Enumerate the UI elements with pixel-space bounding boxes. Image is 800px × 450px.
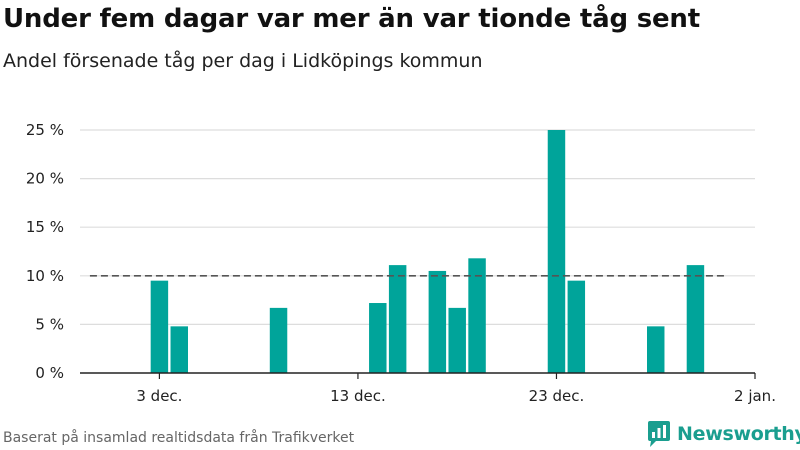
bar xyxy=(388,265,407,373)
x-tick-label: 13 dec. xyxy=(330,387,386,405)
bar-chart: 0 % 5 % 10 % 15 % 20 % 25 % 3 dec. 13 dec. 23 d… xyxy=(26,121,776,405)
bars xyxy=(150,130,705,373)
bar xyxy=(170,326,188,373)
bar xyxy=(686,265,705,373)
newsworthy-logo-icon xyxy=(648,421,670,447)
brand-name: Newsworthy xyxy=(677,423,800,445)
bar xyxy=(150,280,169,373)
bar xyxy=(428,270,447,373)
grid-lines xyxy=(80,129,755,325)
bar xyxy=(547,130,566,373)
x-axis-ticks: 3 dec. 13 dec. 23 dec. 2 jan. xyxy=(136,373,776,405)
x-tick-label: 3 dec. xyxy=(136,387,182,405)
bar xyxy=(468,258,486,373)
bar xyxy=(448,307,466,373)
y-tick-label: 10 % xyxy=(26,267,64,285)
y-axis-tick-labels: 0 % 5 % 10 % 15 % 20 % 25 % xyxy=(26,121,64,382)
x-tick-label: 23 dec. xyxy=(529,387,585,405)
y-tick-label: 5 % xyxy=(35,315,64,333)
bar xyxy=(567,280,586,373)
brand-logo[interactable]: Newsworthy xyxy=(646,420,800,448)
source-note: Baserat på insamlad realtidsdata från Tr… xyxy=(3,430,355,446)
bar xyxy=(647,326,665,373)
y-tick-label: 15 % xyxy=(26,218,64,236)
bar xyxy=(369,303,387,373)
chart-subtitle: Andel försenade tåg per dag i Lidköpings… xyxy=(3,50,483,72)
y-tick-label: 20 % xyxy=(26,170,64,188)
bar xyxy=(269,307,288,373)
y-tick-label: 0 % xyxy=(35,364,64,382)
chart-title: Under fem dagar var mer än var tionde tå… xyxy=(3,4,700,34)
x-tick-label: 2 jan. xyxy=(734,387,776,405)
y-tick-label: 25 % xyxy=(26,121,64,139)
